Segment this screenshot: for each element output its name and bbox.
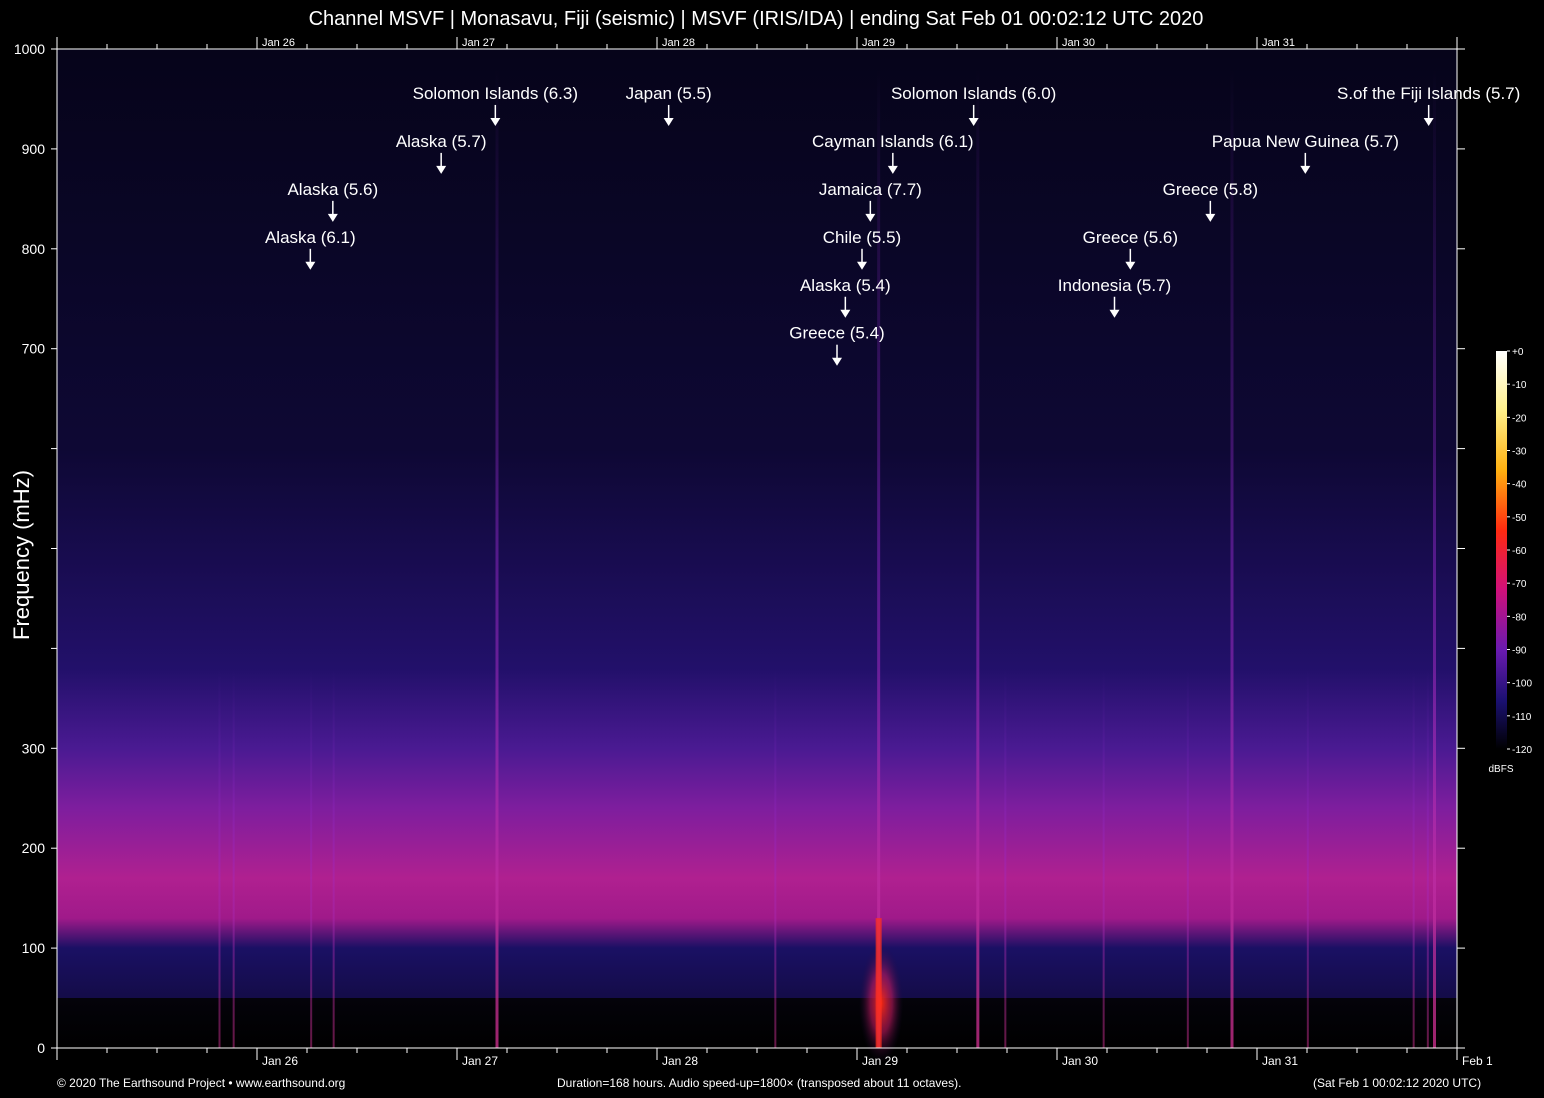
event-annotations: Alaska (6.1) Alaska (5.6) Alaska (5.7) Solo… [265, 84, 1520, 366]
event-arrow-head [327, 213, 338, 222]
event-streak [1230, 68, 1234, 1049]
x-tick-label: Jan 30 [1062, 1054, 1098, 1068]
event-label: Greece (5.8) [1163, 180, 1258, 199]
y-tick-label: 1000 [14, 41, 45, 57]
colorbar-tick-label: -60 [1512, 546, 1527, 557]
event-label: Solomon Islands (6.0) [891, 84, 1056, 103]
event-arrow-head [1125, 261, 1136, 270]
event-streak [1412, 668, 1415, 1048]
event-arrow-head [663, 117, 674, 126]
event-streak [1426, 668, 1429, 1048]
chart-title: Channel MSVF | Monasavu, Fiji (seismic) … [308, 8, 1204, 30]
event-streak [1306, 668, 1309, 1048]
event-arrow-head [305, 261, 316, 270]
y-axis-label: Frequency (mHz) [9, 470, 34, 640]
event-label: Alaska (5.7) [396, 132, 487, 151]
event-label: Alaska (5.4) [800, 276, 891, 295]
event-streak [232, 668, 235, 1048]
colorbar-tick-label: -10 [1512, 380, 1527, 391]
event-label: Greece (5.4) [789, 324, 884, 343]
event-label: Greece (5.6) [1083, 228, 1178, 247]
y-tick-label: 100 [22, 940, 46, 956]
event-streak [495, 68, 499, 1049]
x-tick-label-top: Jan 27 [462, 37, 495, 49]
colorbar-gradient [1496, 351, 1507, 749]
x-tick-label-top: Jan 31 [1262, 37, 1295, 49]
colorbar-tick-label: +0 [1512, 347, 1524, 358]
x-tick-label-top: Jan 26 [262, 37, 295, 49]
event-arrow-head [832, 357, 842, 366]
event-arrow-head [840, 309, 851, 318]
event-streak [218, 668, 221, 1048]
colorbar-tick-label: -20 [1512, 413, 1527, 424]
y-axis-ticks: 0 100 200 300 700 800 900 1000 [14, 41, 1465, 1056]
event-arrow-head [857, 261, 867, 270]
event-arrow-head [1109, 309, 1120, 318]
event-label: S.of the Fiji Islands (5.7) [1337, 84, 1520, 103]
x-tick-label: Jan 28 [662, 1054, 698, 1068]
event-label: Indonesia (5.7) [1058, 276, 1171, 295]
event-arrow-head [865, 213, 876, 222]
event-streak [976, 68, 980, 1049]
colorbar-tick-label: -30 [1512, 447, 1527, 458]
colorbar-tick-label: -80 [1512, 612, 1527, 623]
event-arrow-head [1205, 213, 1216, 222]
x-axis-ticks: Jan 26 Jan 26 Jan 27 Jan 27 Jan 28 Jan 28 Jan … [56, 37, 1493, 1068]
event-arrow-head [436, 165, 447, 174]
footer-timestamp: (Sat Feb 1 00:02:12 2020 UTC) [1313, 1076, 1482, 1090]
event-streak [1433, 68, 1436, 1049]
x-tick-label: Jan 29 [862, 1054, 898, 1068]
event-streak [1186, 668, 1189, 1048]
y-tick-label: 800 [22, 241, 46, 257]
y-tick-label: 0 [37, 1040, 45, 1056]
quake-core [875, 918, 882, 1048]
x-tick-label-top: Jan 29 [862, 37, 895, 49]
event-streaks [218, 68, 1436, 1064]
event-label: Solomon Islands (6.3) [413, 84, 578, 103]
event-arrow-head [490, 117, 501, 126]
y-tick-label: 300 [22, 740, 46, 756]
x-tick-label-top: Jan 28 [662, 37, 695, 49]
event-streak [877, 68, 881, 1049]
event-label: Papua New Guinea (5.7) [1212, 132, 1399, 151]
footer-copyright: © 2020 The Earthsound Project • www.eart… [57, 1076, 346, 1090]
event-label: Jamaica (7.7) [819, 180, 922, 199]
event-arrow-head [887, 165, 898, 174]
x-tick-label-top: Jan 30 [1062, 37, 1095, 49]
event-arrow-head [1300, 165, 1311, 174]
colorbar-tick-label: -50 [1512, 513, 1527, 524]
x-tick-label: Jan 26 [262, 1054, 298, 1068]
y-tick-label: 200 [22, 840, 46, 856]
event-arrow-head [1423, 117, 1434, 126]
spectrogram-image [57, 49, 1457, 1048]
event-label: Japan (5.5) [626, 84, 712, 103]
event-streak [1004, 668, 1007, 1048]
colorbar-tick-label: -100 [1512, 679, 1532, 690]
event-label: Alaska (5.6) [287, 180, 378, 199]
colorbar-tick-label: -40 [1512, 480, 1527, 491]
event-streak [310, 668, 313, 1048]
event-streak [774, 668, 777, 1048]
colorbar-tick-label: -120 [1512, 745, 1532, 756]
colorbar-tick-label: -110 [1512, 712, 1532, 723]
event-arrow-head [968, 117, 979, 126]
x-tick-label: Jan 27 [462, 1054, 498, 1068]
x-tick-label: Jan 31 [1262, 1054, 1298, 1068]
event-streak [332, 668, 335, 1048]
colorbar-tick-label: -70 [1512, 579, 1527, 590]
event-label: Cayman Islands (6.1) [812, 132, 974, 151]
footer-duration: Duration=168 hours. Audio speed-up=1800×… [557, 1076, 962, 1090]
colorbar-tick-label: -90 [1512, 646, 1527, 657]
event-streak [1102, 668, 1105, 1048]
y-tick-label: 900 [22, 141, 46, 157]
colorbar-unit: dBFS [1488, 764, 1513, 775]
event-label: Chile (5.5) [823, 228, 901, 247]
event-label: Alaska (6.1) [265, 228, 356, 247]
colorbar: +0 -10 -20 -30 -40 -50 -60 -70 -80 -90 -100 -110 -12… [1488, 347, 1532, 775]
y-tick-label: 700 [22, 341, 46, 357]
x-tick-label: Feb 1 [1462, 1054, 1493, 1068]
